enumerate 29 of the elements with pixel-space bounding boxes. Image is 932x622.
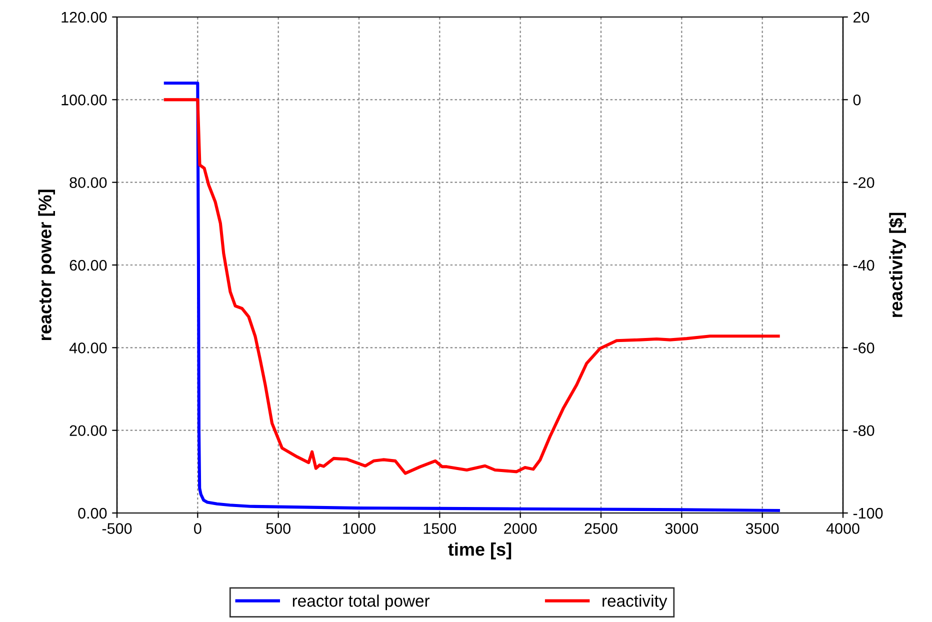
y2-tick-label: -80 [853, 425, 874, 436]
y2-tick-label: -20 [853, 177, 874, 188]
x-tick-label: 500 [266, 523, 290, 534]
x-tick-label: -500 [102, 523, 132, 534]
y-tick-label: 100.00 [62, 94, 107, 106]
legend-label: reactivity [602, 594, 668, 610]
y2-tick-label: 0 [853, 94, 861, 106]
y-tick-label: 0.00 [78, 508, 107, 519]
y-tick-label: 40.00 [69, 342, 107, 354]
y2-tick-label: -100 [853, 508, 883, 519]
y-tick-label: 120.00 [62, 12, 107, 23]
x-axis-title: time [s] [448, 542, 512, 560]
y2-tick-label: 20 [853, 12, 870, 23]
y-axis-title: reactor power [%] [38, 190, 55, 340]
y-tick-label: 20.00 [70, 425, 107, 436]
x-tick-label: 3000 [665, 523, 698, 534]
x-tick-label: 1500 [424, 523, 456, 534]
y2-axis-title: reactivity [$] [888, 212, 906, 317]
y-tick-label: 80.00 [70, 177, 107, 188]
x-tick-label: 0 [194, 523, 202, 534]
x-tick-label: 1000 [343, 523, 376, 534]
legend-label: reactor total power [292, 594, 430, 610]
x-tick-label: 4000 [826, 523, 860, 534]
x-tick-label: 2500 [584, 523, 618, 534]
x-tick-label: 2000 [504, 523, 537, 534]
y-tick-label: 60.00 [70, 260, 107, 271]
x-tick-label: 3500 [746, 523, 779, 534]
y2-tick-label: -40 [853, 260, 874, 271]
y2-tick-label: -60 [853, 342, 874, 354]
